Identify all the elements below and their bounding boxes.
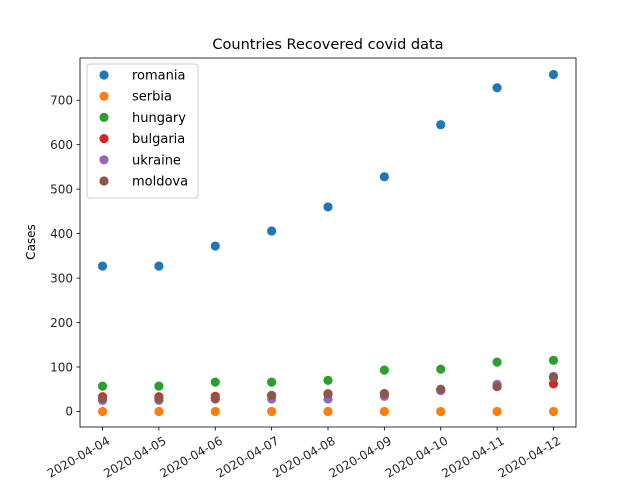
legend-label-bulgaria: bulgaria (132, 132, 185, 147)
series-serbia (97, 406, 559, 417)
y-tick-label: 500 (50, 182, 73, 196)
point-moldova (210, 393, 220, 404)
x-tick-label: 2020-04-07 (214, 434, 281, 480)
point-hungary (323, 375, 333, 385)
legend: romania serbia hungary bulgaria ukraine moldo… (86, 63, 199, 199)
legend-label-ukraine: ukraine (132, 153, 181, 168)
y-tick-label: 300 (50, 271, 73, 285)
point-serbia (97, 406, 108, 417)
x-tick-label: 2020-04-05 (101, 434, 168, 480)
point-moldova (323, 389, 333, 399)
point-romania (548, 69, 559, 80)
point-romania (492, 83, 502, 93)
point-hungary (492, 357, 502, 367)
x-tick-label: 2020-04-04 (45, 434, 112, 480)
data-points (97, 69, 559, 417)
point-hungary (154, 381, 164, 391)
x-tick-label: 2020-04-08 (270, 434, 337, 480)
point-hungary (548, 355, 559, 365)
legend-box (86, 63, 199, 199)
point-hungary (210, 377, 220, 387)
legend-marker-bulgaria (99, 134, 109, 144)
point-moldova (267, 390, 277, 401)
x-tick-label: 2020-04-10 (383, 434, 450, 480)
legend-marker-romania (99, 70, 109, 80)
legend-label-hungary: hungary (132, 111, 186, 126)
point-serbia (267, 406, 277, 417)
series-hungary (97, 355, 559, 391)
x-tick-label: 2020-04-09 (327, 434, 394, 480)
point-romania (210, 241, 220, 251)
point-romania (323, 202, 333, 212)
y-tick-label: 700 (50, 94, 73, 108)
point-romania (436, 120, 446, 130)
y-axis-label: Cases (24, 224, 38, 260)
point-moldova (154, 393, 164, 404)
legend-marker-serbia (99, 91, 109, 101)
legend-label-romania: romania (132, 69, 185, 84)
point-serbia (154, 406, 164, 417)
x-tick-label: 2020-04-06 (158, 434, 225, 480)
series-moldova (97, 373, 559, 404)
x-tick-label: 2020-04-12 (496, 434, 563, 480)
point-hungary (436, 364, 446, 374)
point-hungary (267, 377, 277, 387)
point-romania (154, 261, 164, 271)
x-tick-label: 2020-04-11 (439, 434, 506, 480)
point-moldova (548, 373, 559, 383)
point-serbia (436, 406, 446, 417)
point-moldova (379, 389, 389, 399)
point-hungary (379, 365, 389, 375)
point-serbia (210, 406, 220, 417)
point-serbia (379, 406, 389, 417)
legend-label-serbia: serbia (132, 90, 172, 105)
chart-title: Countries Recovered covid data (212, 37, 443, 53)
point-romania (267, 226, 277, 236)
point-hungary (97, 381, 108, 391)
legend-marker-moldova (99, 176, 109, 186)
point-romania (97, 261, 108, 271)
y-tick-label: 100 (50, 360, 73, 374)
legend-label-moldova: moldova (132, 175, 188, 190)
point-moldova (492, 381, 502, 392)
y-tick-label: 400 (50, 227, 73, 241)
point-serbia (548, 406, 559, 417)
legend-marker-hungary (99, 112, 109, 122)
legend-marker-ukraine (99, 155, 109, 165)
point-romania (379, 172, 389, 182)
point-moldova (436, 384, 446, 394)
y-tick-label: 200 (50, 316, 73, 330)
series-romania (97, 69, 559, 271)
y-tick-label: 600 (50, 138, 73, 152)
point-moldova (97, 393, 108, 404)
y-tick-label: 0 (65, 405, 73, 419)
point-serbia (492, 406, 502, 417)
point-serbia (323, 406, 333, 417)
